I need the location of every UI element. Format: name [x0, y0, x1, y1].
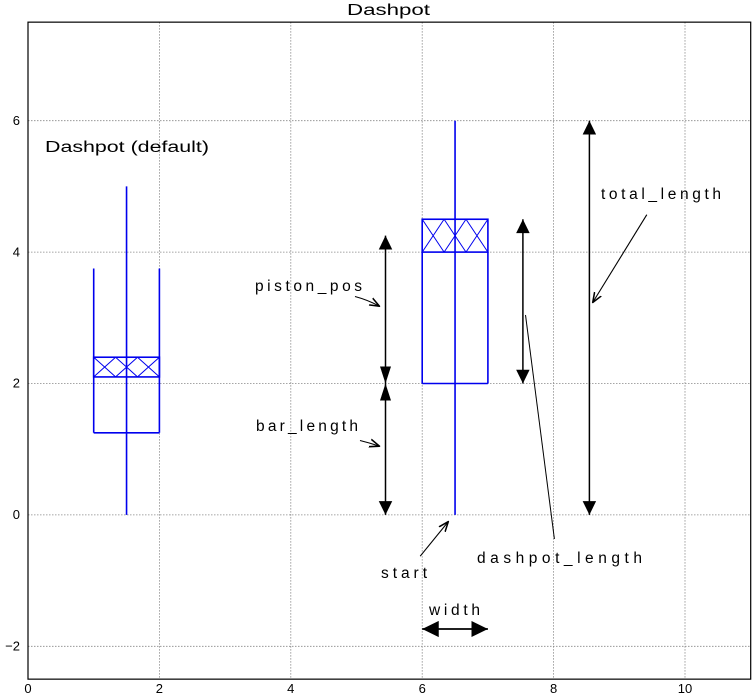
svg-text:Dashpot: Dashpot: [347, 2, 431, 19]
svg-text:Dashpot (default): Dashpot (default): [45, 139, 209, 156]
svg-text:−2: −2: [5, 639, 20, 654]
svg-text:4: 4: [287, 681, 294, 696]
svg-text:8: 8: [550, 681, 557, 696]
svg-text:4: 4: [13, 244, 20, 259]
svg-text:bar_length: bar_length: [256, 418, 358, 435]
svg-text:0: 0: [13, 507, 20, 522]
svg-text:2: 2: [156, 681, 163, 696]
svg-text:6: 6: [419, 681, 426, 696]
svg-text:10: 10: [678, 681, 692, 696]
svg-text:width: width: [428, 602, 480, 619]
svg-text:0: 0: [24, 681, 31, 696]
svg-text:6: 6: [13, 113, 20, 128]
svg-text:2: 2: [13, 376, 20, 391]
